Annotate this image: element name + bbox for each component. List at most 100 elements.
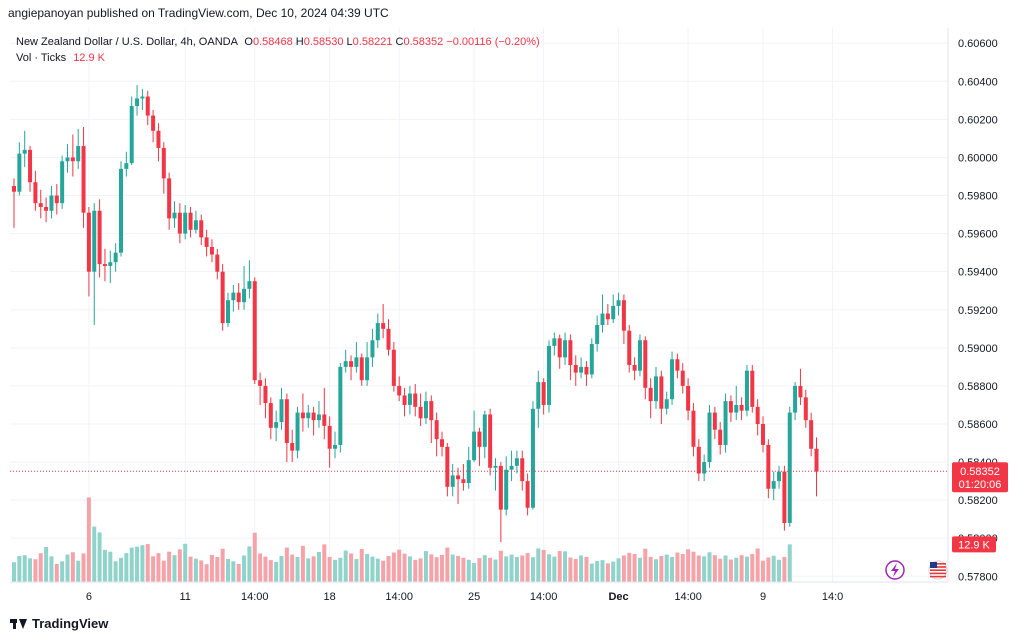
candle-body xyxy=(707,412,712,463)
volume-bar xyxy=(595,561,600,582)
brand-name: TradingView xyxy=(32,616,109,631)
volume-bar xyxy=(771,555,776,582)
candle xyxy=(236,283,241,310)
volume-bar xyxy=(242,555,247,582)
candle-body xyxy=(750,370,755,407)
candle xyxy=(54,184,59,215)
volume-bar xyxy=(407,556,412,582)
candle-body xyxy=(156,130,161,148)
flash-icon[interactable] xyxy=(885,560,905,580)
volume-bar xyxy=(354,558,359,582)
candle-body xyxy=(54,195,59,204)
flag-stripe xyxy=(930,563,946,565)
volume-bar xyxy=(375,558,380,582)
volume-bar xyxy=(611,561,616,582)
candle xyxy=(728,395,733,423)
candle xyxy=(349,355,354,381)
volume-bar xyxy=(140,545,145,582)
candle-body xyxy=(605,313,610,320)
y-tick-label: 0.58600 xyxy=(958,419,998,431)
candle xyxy=(279,387,284,430)
candle-body xyxy=(675,359,680,371)
flag-stripe xyxy=(930,572,946,575)
tradingview-footer[interactable]: TradingView xyxy=(10,616,108,631)
candle-body xyxy=(338,366,343,445)
open-value: 0.58468 xyxy=(252,36,293,48)
candle xyxy=(418,393,423,426)
candle-body xyxy=(429,401,434,421)
volume-bar xyxy=(33,559,38,582)
volume-bar xyxy=(520,555,525,582)
candle-body xyxy=(595,324,600,345)
candle-body xyxy=(589,344,594,375)
candle-body xyxy=(793,385,798,413)
candle xyxy=(338,363,343,453)
candle-body xyxy=(536,382,541,409)
candle-body xyxy=(557,338,562,358)
candle-body xyxy=(365,357,370,381)
volume-bar xyxy=(359,549,364,582)
y-tick-label: 0.60000 xyxy=(958,152,998,164)
close-value: 0.58352 xyxy=(403,36,444,48)
candle-body xyxy=(391,349,396,386)
candle xyxy=(557,334,562,369)
candle xyxy=(306,404,311,428)
x-tick-label: 14:00 xyxy=(530,591,558,603)
candle xyxy=(787,406,792,527)
volume-bar xyxy=(643,548,648,582)
candle-body xyxy=(236,292,241,303)
open-label: O xyxy=(244,36,253,48)
x-tick-label: 14:0 xyxy=(822,591,843,603)
x-tick-label: 14:00 xyxy=(385,591,413,603)
flag-stripe xyxy=(930,569,946,571)
candle-body xyxy=(514,458,519,466)
symbol-title[interactable]: New Zealand Dollar / U.S. Dollar, 4h, OA… xyxy=(16,36,238,48)
candle-body xyxy=(177,212,182,234)
candle-body xyxy=(418,406,423,419)
volume-bar xyxy=(509,554,514,582)
candle xyxy=(664,391,669,415)
candle-body xyxy=(755,406,760,424)
volume-bar xyxy=(145,544,150,582)
volume-bar xyxy=(295,556,300,582)
volume-bar xyxy=(279,556,284,582)
volume-label[interactable]: Vol · Ticks xyxy=(16,52,67,64)
candle-body xyxy=(568,340,573,365)
candle-body xyxy=(734,404,739,413)
candle xyxy=(391,342,396,392)
volume-bar xyxy=(38,553,43,582)
candle-body xyxy=(611,305,616,320)
x-tick-label: 11 xyxy=(179,591,190,603)
us-flag-icon[interactable] xyxy=(928,560,948,580)
candle-body xyxy=(648,387,653,402)
volume-bar xyxy=(530,557,535,582)
volume-bar xyxy=(44,547,49,582)
candle-body xyxy=(664,399,669,409)
volume-bar xyxy=(493,559,498,582)
candle xyxy=(734,385,739,421)
volume-bar xyxy=(728,559,733,582)
candle xyxy=(268,397,273,440)
volume-bar xyxy=(664,554,669,582)
candle xyxy=(274,410,279,442)
close-label: C xyxy=(395,36,404,48)
candle-body xyxy=(744,370,749,411)
volume-bar xyxy=(60,561,65,582)
volume-bar xyxy=(81,553,86,582)
candle-body xyxy=(686,385,691,411)
volume-bar xyxy=(536,548,541,582)
candle xyxy=(44,197,49,223)
candle-body xyxy=(386,328,391,350)
candle xyxy=(611,294,616,324)
candle xyxy=(65,144,70,173)
candle xyxy=(803,389,808,428)
volume-bar xyxy=(466,559,471,582)
volume-bar xyxy=(413,559,418,582)
candle xyxy=(798,368,803,405)
y-tick-label: 0.59400 xyxy=(958,267,998,279)
candle xyxy=(766,439,771,499)
volume-bar xyxy=(226,558,230,582)
candle xyxy=(209,239,214,263)
candle xyxy=(782,465,787,531)
